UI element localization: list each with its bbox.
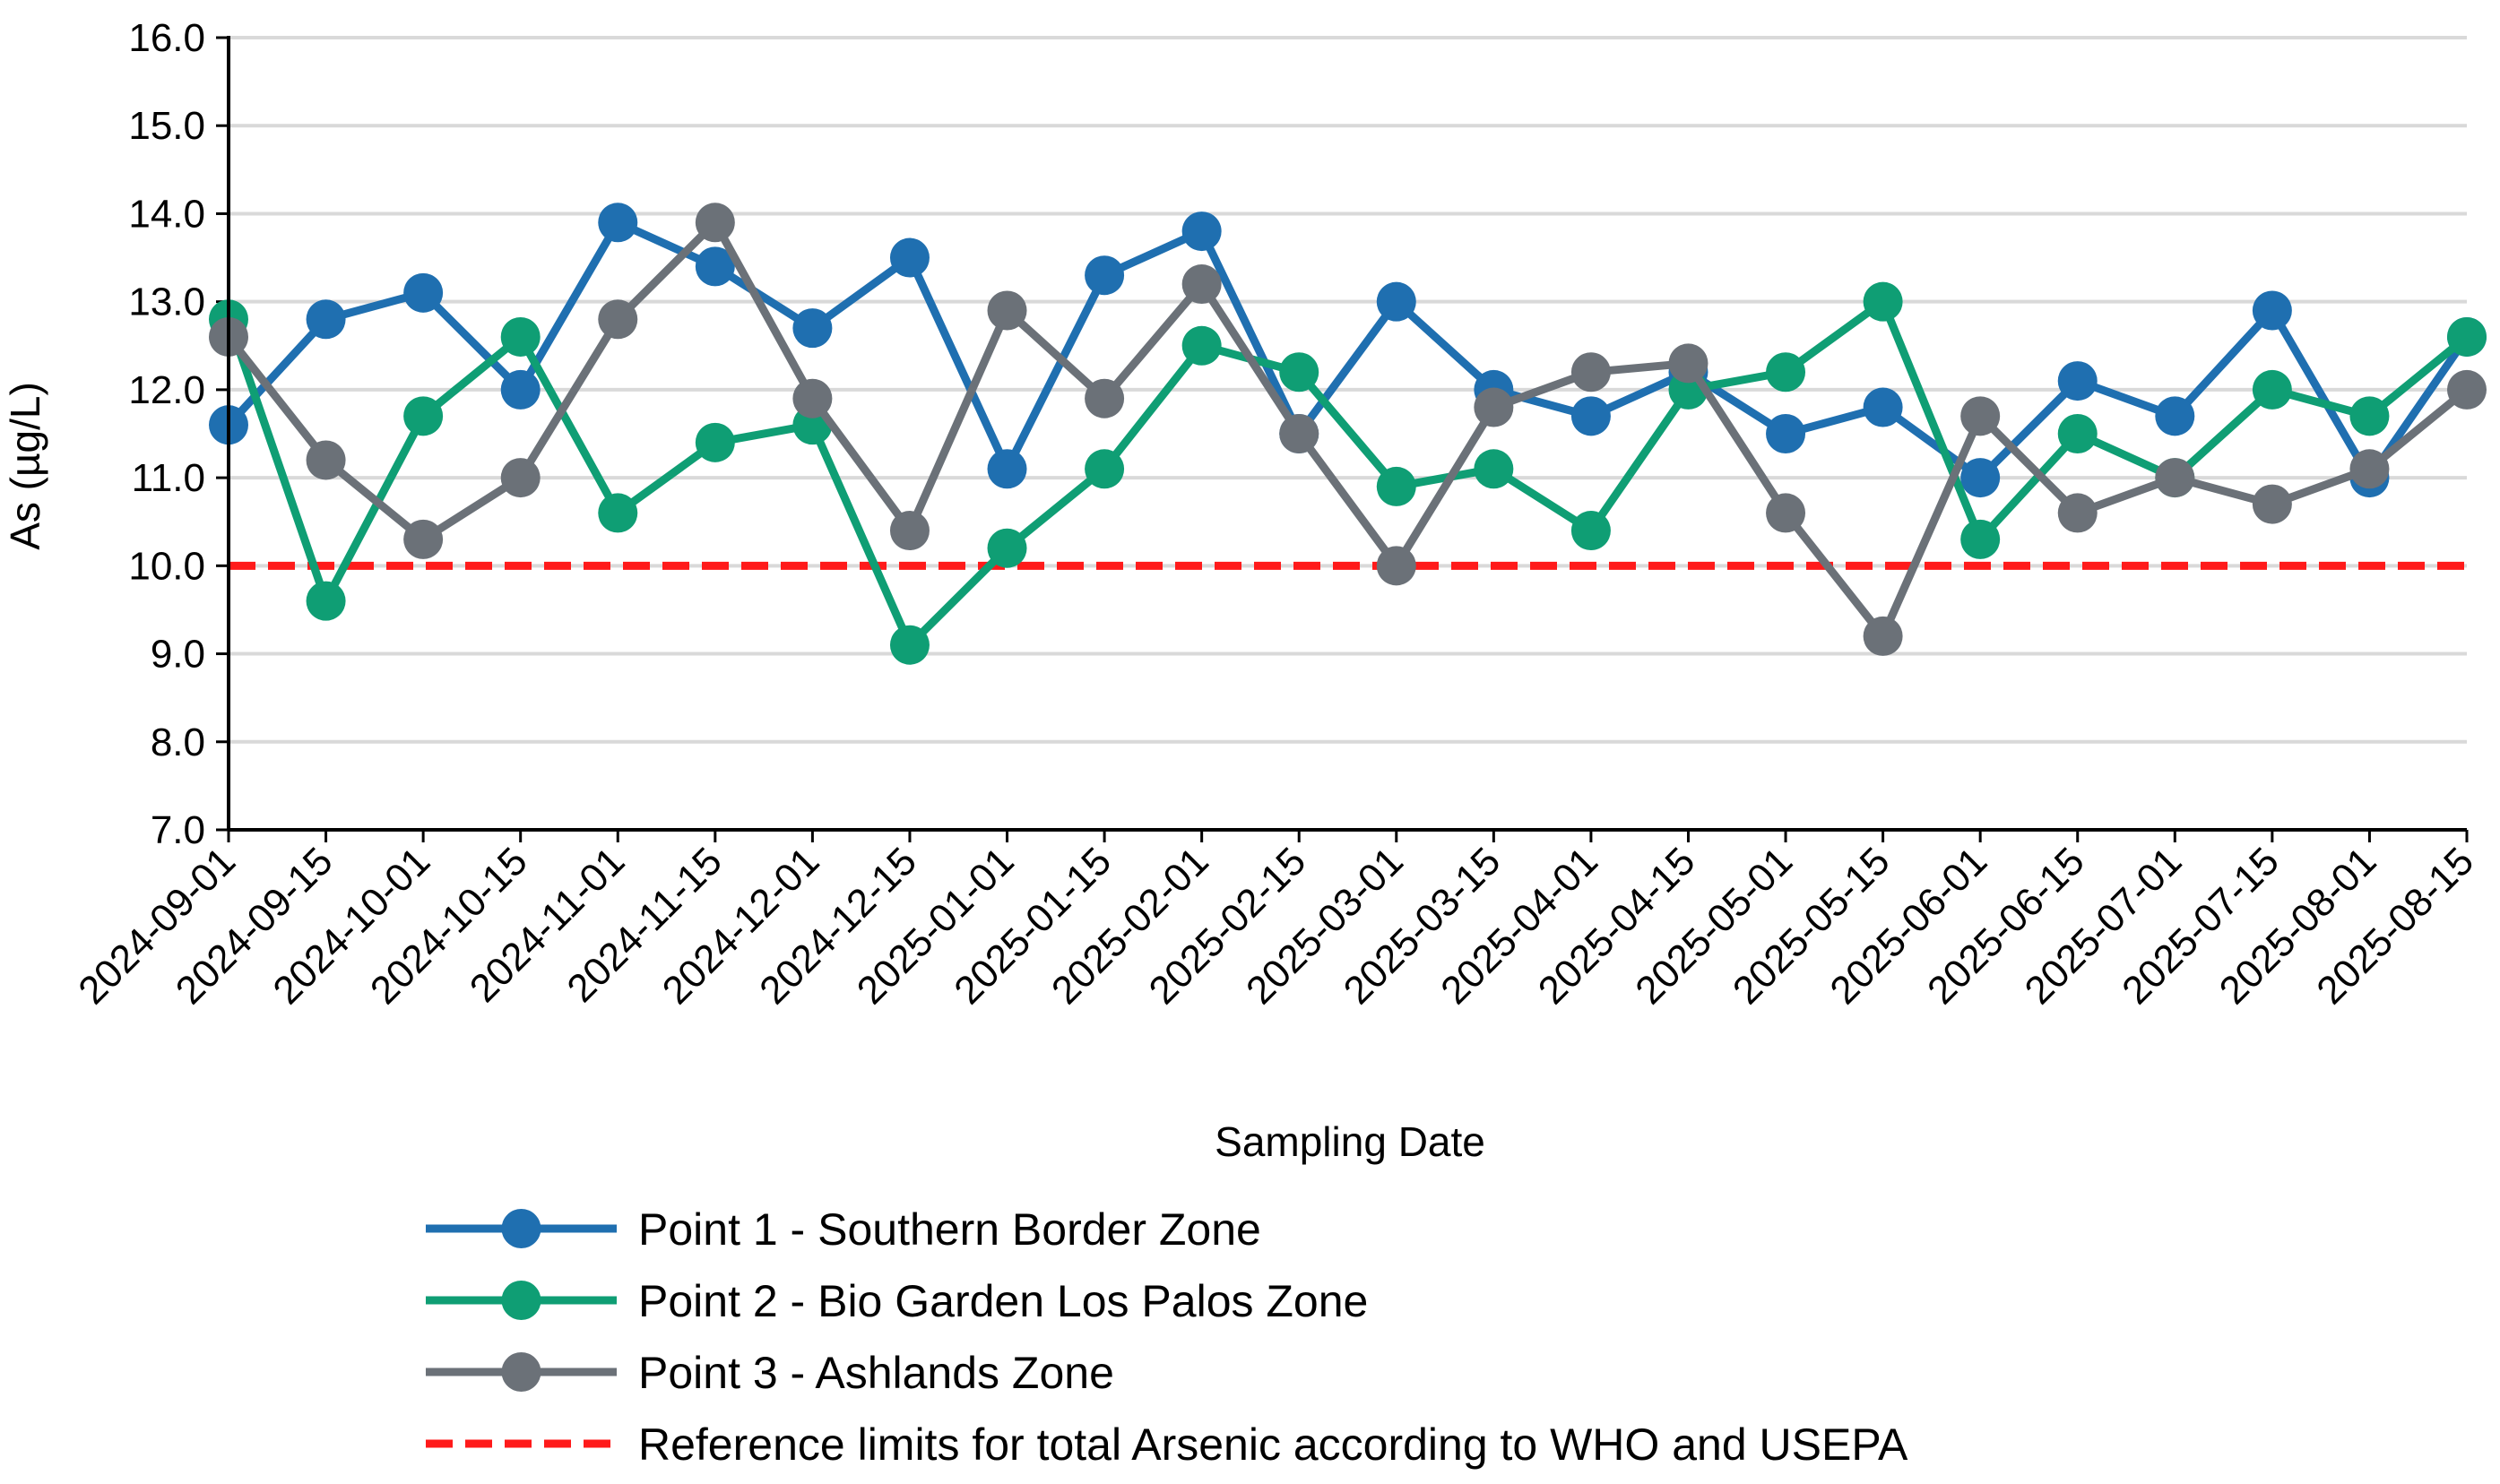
data-point: [306, 440, 346, 480]
data-point: [889, 511, 930, 551]
data-point: [1474, 449, 1514, 489]
data-point: [1766, 493, 1806, 533]
data-point: [1570, 511, 1611, 551]
data-point: [500, 369, 541, 410]
data-point: [306, 581, 346, 621]
data-point: [403, 396, 444, 436]
data-point: [2447, 316, 2487, 357]
legend-label: Point 3 - Ashlands Zone: [638, 1348, 1114, 1398]
data-point: [1376, 546, 1416, 586]
data-point: [2057, 361, 2098, 401]
series-group: [209, 203, 2487, 665]
series-3: [209, 203, 2487, 656]
data-point: [1863, 281, 1903, 322]
data-point: [792, 378, 833, 418]
data-point: [1181, 211, 1222, 252]
data-point: [500, 458, 541, 498]
x-axis-title: Sampling Date: [1215, 1118, 1485, 1165]
data-point: [1181, 325, 1222, 366]
data-point: [2252, 484, 2292, 524]
y-tick-label: 7.0: [151, 808, 205, 852]
data-point: [306, 299, 346, 340]
y-axis-ticks: 7.0 8.0 9.0 10.0 11.0 12.0 13.0 14.0 15.0 16.0: [128, 16, 229, 852]
data-point: [598, 493, 638, 533]
x-axis-ticks: 2024-09-012024-09-152024-10-012024-10-15…: [70, 830, 2482, 1013]
data-point: [1766, 414, 1806, 453]
data-point: [1085, 449, 1125, 489]
data-point: [598, 203, 638, 243]
data-point: [1085, 255, 1125, 296]
legend-marker: [501, 1209, 541, 1248]
series-line-2: [224, 298, 2470, 650]
data-point: [2349, 449, 2390, 489]
y-tick-label: 8.0: [151, 720, 205, 764]
data-point: [889, 237, 930, 278]
y-tick-label: 16.0: [128, 16, 205, 60]
data-point: [695, 422, 735, 462]
data-point: [1863, 616, 1903, 656]
y-tick-label: 9.0: [151, 633, 205, 677]
data-point: [695, 246, 735, 287]
y-tick-label: 12.0: [128, 368, 205, 412]
legend-item-4: Reference limits for total Arsenic accor…: [426, 1419, 1908, 1470]
data-point: [1376, 466, 1416, 506]
legend: Point 1 - Southern Border Zone Point 2 - …: [426, 1204, 1908, 1470]
y-tick-label: 13.0: [128, 280, 205, 324]
data-point: [403, 519, 444, 559]
data-point: [1279, 352, 1319, 393]
data-point: [2057, 493, 2098, 533]
data-point: [1279, 414, 1319, 453]
series-2: [209, 281, 2487, 665]
data-point: [1085, 378, 1125, 418]
y-axis-title: As (µg/L): [2, 382, 48, 550]
data-point: [2057, 414, 2098, 453]
data-point: [1668, 343, 1708, 384]
legend-label: Point 1 - Southern Border Zone: [638, 1204, 1261, 1255]
series-1: [209, 203, 2487, 498]
data-point: [987, 449, 1027, 489]
y-tick-label: 10.0: [128, 544, 205, 588]
legend-label: Reference limits for total Arsenic accor…: [638, 1419, 1908, 1470]
data-point: [1766, 352, 1806, 393]
data-point: [2155, 396, 2195, 436]
data-point: [1863, 387, 1903, 427]
data-point: [1570, 352, 1611, 393]
data-point: [1570, 396, 1611, 436]
data-point: [987, 528, 1027, 568]
data-point: [2447, 369, 2487, 410]
data-point: [1960, 458, 2001, 498]
legend-marker: [501, 1352, 541, 1392]
legend-item-1: Point 1 - Southern Border Zone: [426, 1204, 1261, 1255]
data-point: [987, 290, 1027, 331]
legend-marker: [501, 1281, 541, 1320]
y-tick-label: 11.0: [132, 456, 205, 500]
series-line-1: [225, 218, 2470, 482]
data-point: [1181, 264, 1222, 305]
data-point: [2252, 290, 2292, 331]
data-point: [1960, 396, 2001, 436]
axes: [227, 36, 2467, 832]
y-tick-label: 15.0: [128, 104, 205, 148]
data-point: [598, 299, 638, 340]
data-point: [2349, 396, 2390, 436]
data-point: [500, 316, 541, 357]
legend-label: Point 2 - Bio Garden Los Palos Zone: [638, 1276, 1368, 1326]
legend-item-2: Point 2 - Bio Garden Los Palos Zone: [426, 1276, 1368, 1326]
data-point: [2252, 369, 2292, 410]
data-point: [1960, 519, 2001, 559]
legend-item-3: Point 3 - Ashlands Zone: [426, 1348, 1114, 1398]
y-tick-label: 14.0: [128, 192, 205, 236]
data-point: [695, 203, 735, 243]
gridlines: [229, 36, 2467, 744]
data-point: [403, 272, 444, 313]
data-point: [1376, 281, 1416, 322]
data-point: [2155, 458, 2195, 498]
data-point: [889, 625, 930, 665]
data-point: [792, 308, 833, 349]
data-point: [1474, 387, 1514, 427]
